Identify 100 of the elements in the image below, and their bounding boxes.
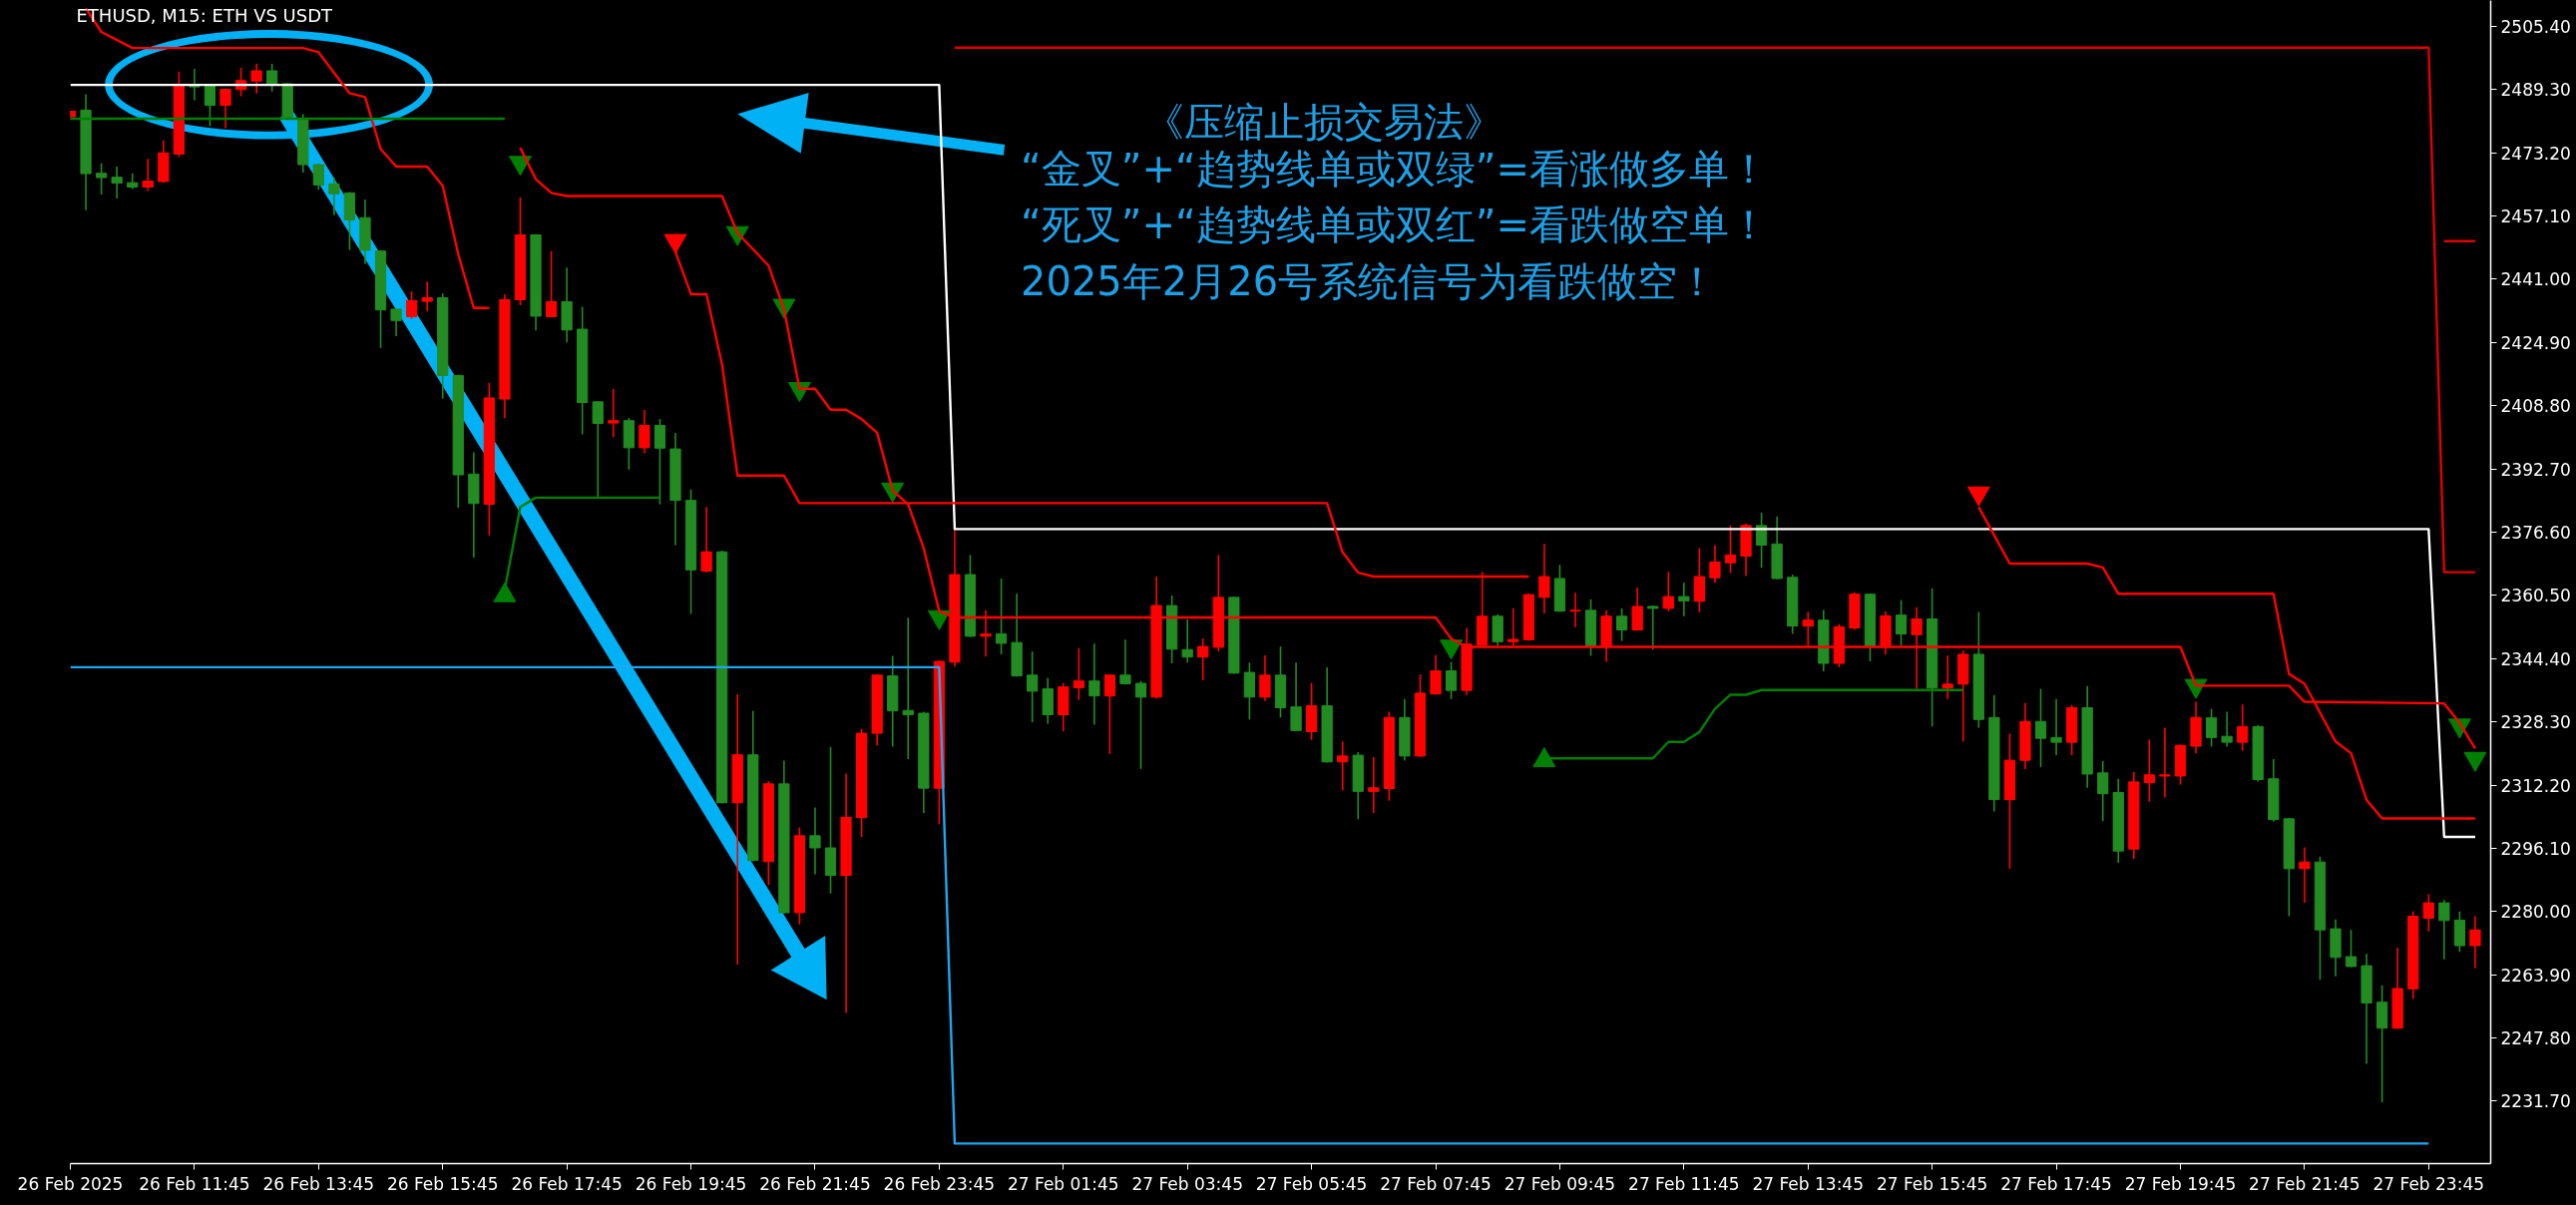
- candlestick: [2469, 915, 2481, 970]
- candlestick: [1802, 610, 1814, 647]
- y-tick-label: 2473.20: [2500, 143, 2571, 164]
- candlestick: [2205, 707, 2218, 748]
- x-tick-label: 27 Feb 03:45: [1131, 1173, 1243, 1194]
- y-tick-label: 2328.30: [2500, 712, 2571, 733]
- annotation: “死叉”+“趋势线单或双红”=看跌做空单！: [1021, 201, 1769, 247]
- candlestick: [2050, 698, 2062, 756]
- candlestick: [1073, 647, 1084, 701]
- candlestick: [406, 290, 418, 320]
- candlestick: [2299, 846, 2311, 904]
- candlestick: [1119, 638, 1131, 686]
- point: [1966, 486, 1990, 507]
- candlestick: [189, 68, 201, 102]
- y-tick-label: 2376.60: [2500, 523, 2571, 544]
- y-tick-label: 2263.90: [2500, 965, 2571, 986]
- candlestick: [1724, 525, 1737, 575]
- candlestick: [1507, 607, 1519, 647]
- x-tick-label: 27 Feb 09:45: [1503, 1173, 1616, 1194]
- candlestick: [2143, 738, 2155, 803]
- candlestick: [809, 806, 821, 876]
- y-tick-label: 2441.00: [2500, 269, 2571, 290]
- candlestick: [1569, 592, 1581, 628]
- candlestick: [1290, 661, 1302, 732]
- candlestick: [592, 400, 604, 498]
- candlestick: [980, 609, 992, 658]
- y-tick-label: 2424.90: [2500, 332, 2571, 353]
- candlestick: [312, 163, 324, 192]
- candlestick: [2221, 710, 2233, 748]
- x-tick-label: 27 Feb 01:45: [1008, 1173, 1119, 1194]
- candlestick: [608, 388, 620, 439]
- candlestick: [545, 249, 558, 318]
- x-tick-label: 26 Feb 2025: [17, 1173, 124, 1194]
- candlestick: [1027, 650, 1039, 723]
- candlestick: [2034, 687, 2047, 768]
- x-tick-label: 27 Feb 17:45: [2000, 1173, 2112, 1194]
- x-tick-label: 26 Feb 19:45: [635, 1173, 747, 1194]
- candlestick: [2438, 899, 2450, 961]
- x-tick-label: 27 Feb 15:45: [1876, 1173, 1988, 1194]
- candlestick: [1911, 605, 1923, 690]
- candlestick: [1709, 544, 1721, 585]
- y-tick-label: 2457.10: [2500, 206, 2571, 227]
- candlestick: [266, 63, 278, 93]
- candlestick: [1259, 654, 1271, 702]
- point: [508, 156, 532, 177]
- candlestick: [204, 84, 216, 128]
- candlestick: [250, 63, 262, 95]
- candlestick: [219, 87, 231, 130]
- point: [2463, 751, 2487, 772]
- candlestick: [1538, 543, 1550, 614]
- candlestick: [1941, 654, 1953, 700]
- y-tick-label: 2344.40: [2500, 648, 2571, 669]
- y-tick-label: 2247.80: [2500, 1028, 2571, 1049]
- y-tick-label: 2408.80: [2500, 396, 2571, 417]
- candlestick: [1088, 642, 1100, 726]
- x-tick-label: 26 Feb 11:45: [139, 1173, 250, 1194]
- candlestick: [1678, 582, 1690, 617]
- x-tick-label: 26 Feb 15:45: [386, 1173, 499, 1194]
- x-tick-label: 27 Feb 05:45: [1255, 1173, 1368, 1194]
- candlestick: [2422, 893, 2434, 933]
- candlestick: [902, 616, 914, 760]
- x-tick-label: 27 Feb 23:45: [2372, 1173, 2485, 1194]
- candlestick: [111, 166, 123, 200]
- candlestick: [1368, 756, 1380, 814]
- candlestick: [1631, 587, 1643, 632]
- candlestick: [142, 158, 154, 193]
- candlestick: [639, 409, 650, 455]
- candlestick: [1647, 604, 1659, 651]
- y-tick-label: 2392.70: [2500, 459, 2571, 480]
- candlestick: [1662, 571, 1674, 612]
- x-tick-label: 27 Feb 07:45: [1380, 1173, 1492, 1194]
- candlestick: [390, 307, 402, 337]
- annotation: “金叉”+“趋势线单或双绿”=看涨做多单！: [1021, 145, 1769, 192]
- candlestick: [2097, 760, 2109, 823]
- y-tick-label: 2296.10: [2500, 838, 2571, 859]
- x-tick-label: 26 Feb 13:45: [262, 1173, 375, 1194]
- point: [663, 233, 687, 254]
- annotation: 《压缩止损交易法》: [1144, 99, 1504, 146]
- candlestick: [1616, 607, 1628, 642]
- annotation: 2025年2月26号系统信号为看跌做空！: [1021, 258, 1718, 305]
- candlestick: [1445, 660, 1458, 700]
- y-tick-label: 2360.50: [2500, 586, 2571, 606]
- x-tick-label: 26 Feb 21:45: [759, 1173, 871, 1194]
- candlestick: [700, 506, 712, 574]
- candlestick: [2345, 929, 2358, 969]
- candlestick: [1337, 740, 1349, 792]
- candlestick: [1430, 653, 1442, 696]
- candlestick: [1197, 637, 1209, 681]
- candlestick: [1103, 673, 1116, 755]
- x-tick-label: 27 Feb 13:45: [1752, 1173, 1865, 1194]
- candlestick: [995, 578, 1008, 655]
- candlestick: [2237, 703, 2249, 752]
- y-tick-label: 2505.40: [2500, 16, 2571, 37]
- candlestick: [1181, 618, 1193, 663]
- x-tick-label: 26 Feb 23:45: [883, 1173, 996, 1194]
- y-tick-label: 2280.00: [2500, 902, 2571, 923]
- x-tick-label: 26 Feb 17:45: [511, 1173, 623, 1194]
- x-tick-label: 27 Feb 11:45: [1628, 1173, 1740, 1194]
- candlestick: [1134, 679, 1147, 770]
- x-tick-label: 27 Feb 21:45: [2249, 1173, 2361, 1194]
